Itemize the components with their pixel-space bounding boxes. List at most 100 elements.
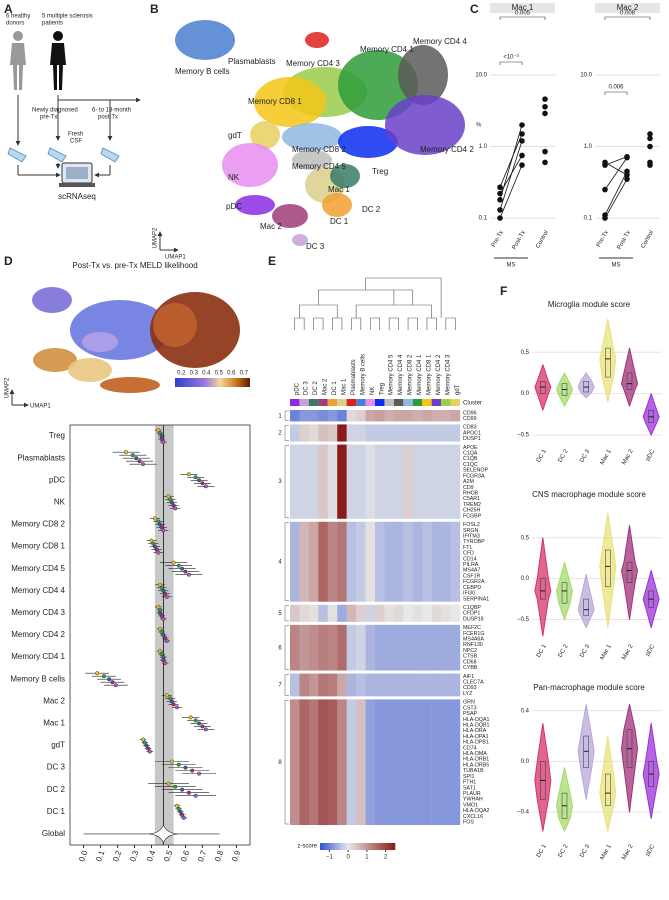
bracket [604, 16, 651, 20]
heat-block [337, 521, 347, 602]
cluster-blob [330, 164, 360, 188]
violin [621, 524, 638, 621]
label: Newly diagnosed [32, 108, 78, 114]
x-tick-label: DC 1 [536, 643, 548, 658]
cluster-label: Treg [372, 167, 388, 176]
gene-label: HLA-DPA1 [463, 734, 489, 740]
umap-blob [153, 303, 197, 347]
dot [542, 110, 548, 117]
point [193, 475, 198, 480]
point [134, 456, 139, 461]
cluster-label: Mac 2 [260, 222, 282, 231]
gene-label: CXCL16 [463, 814, 483, 820]
gene-label: CFD [463, 551, 474, 557]
colorbar-step [380, 843, 383, 850]
point [101, 674, 106, 679]
panel-a-icons [7, 31, 141, 187]
heat-block [365, 521, 376, 602]
heat-block [327, 699, 338, 825]
colorbar-step [332, 843, 336, 850]
label: 6- to 18-month [92, 108, 131, 114]
point [186, 790, 191, 795]
heat-block [412, 410, 423, 422]
colorbar-step [367, 843, 371, 850]
plot-title: Pan-macrophage module score [533, 683, 645, 692]
violin [642, 722, 660, 819]
heat-block [346, 604, 357, 622]
cluster-label: Memory CD8 2 [292, 145, 346, 154]
point [188, 715, 193, 720]
plot-title-bg [490, 3, 555, 13]
heat-block [412, 424, 423, 442]
gene-label: FCGR3A [463, 473, 485, 479]
colorbar-step [377, 843, 381, 850]
label: % [476, 123, 482, 129]
dot [542, 103, 548, 110]
label: UMAP1 [30, 404, 51, 410]
cluster-strip [393, 399, 404, 406]
heat-block [375, 673, 385, 697]
cluster-label: Memory CD4 4 [413, 37, 467, 46]
column-label: Memory CD4 4 [398, 354, 404, 395]
dot [647, 135, 653, 142]
dot [624, 153, 630, 160]
box [605, 347, 611, 378]
cluster-strip [308, 399, 319, 406]
cluster-blob [292, 150, 332, 170]
heat-block [365, 699, 376, 825]
point [197, 771, 202, 776]
heat-block [450, 444, 461, 519]
column-label: DC 1 [332, 381, 338, 395]
colorbar-step [327, 843, 331, 850]
cluster-strip [299, 399, 309, 406]
point [154, 547, 159, 552]
colorbar-step [375, 843, 378, 850]
point [159, 630, 164, 635]
pair-line [499, 133, 523, 188]
pair-line [604, 162, 628, 176]
gene-label: YWHAH [463, 797, 483, 803]
violin [621, 347, 638, 407]
point [180, 787, 185, 792]
violin [534, 537, 552, 637]
group-label: 1 [278, 413, 282, 419]
heat-block [327, 424, 338, 442]
pair-line [499, 164, 523, 219]
heat-block [384, 521, 395, 602]
gene-label: C1QBP [463, 605, 481, 611]
column-label: Memory CD4 2 [436, 354, 442, 395]
heat-block [431, 424, 442, 442]
heat-block [356, 424, 366, 442]
gene-label: FCGR2A [463, 579, 485, 585]
dot [647, 162, 653, 168]
x-tick-label: 0.8 [213, 849, 225, 863]
point [180, 812, 185, 817]
p-value: <10⁻³ [503, 55, 518, 61]
box [626, 562, 633, 583]
label: Cluster [463, 401, 482, 407]
row-dendrogram [284, 605, 289, 622]
gene-label: A2M [463, 479, 474, 485]
pair-line [604, 171, 628, 216]
point [163, 661, 168, 666]
cluster-label: DC 1 [330, 217, 349, 226]
heat-block [346, 410, 357, 422]
colorbar-step [370, 843, 373, 850]
y-tick-label: 0.0 [521, 391, 530, 397]
x-tick-label: DC 2 [558, 843, 570, 858]
point [161, 440, 166, 445]
gene-label: CD83 [463, 425, 477, 431]
cluster-label: NK [228, 173, 240, 182]
point [190, 768, 195, 773]
point [186, 472, 191, 477]
x-tick-label: Mac 1 [600, 448, 614, 466]
point [157, 627, 162, 632]
group-label: 2 [278, 431, 282, 437]
heat-block [384, 624, 395, 671]
cluster-blob [254, 77, 326, 127]
colorbar-step [390, 843, 393, 850]
heat-block [365, 604, 376, 622]
heat-block [384, 699, 395, 825]
colorbar-step [342, 843, 346, 850]
point [168, 696, 173, 701]
